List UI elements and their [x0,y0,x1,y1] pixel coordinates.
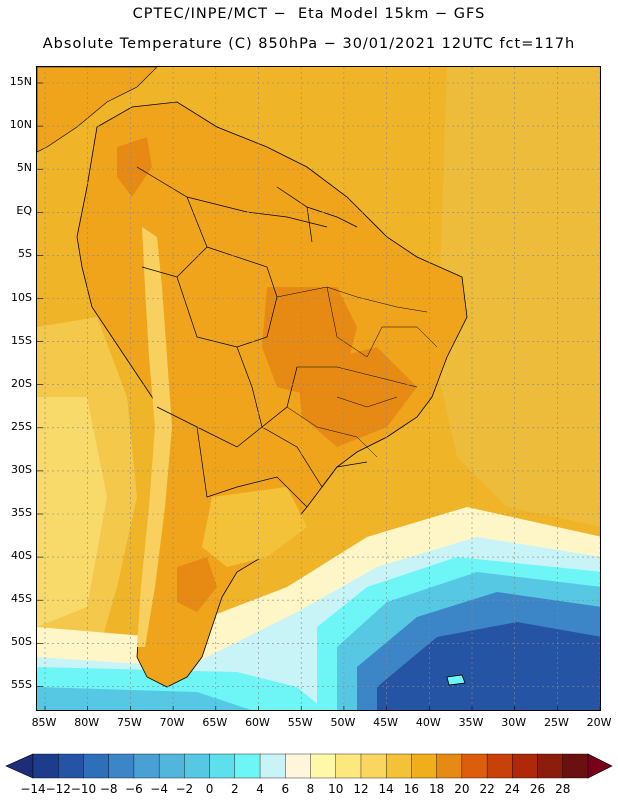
lat-tick-label: 15N [9,75,32,88]
colorbar-tick-label: 26 [529,782,546,796]
hot-region-venezuela [117,137,152,197]
lon-tick-label: 55W [287,716,313,729]
colorbar-swatch [385,753,412,779]
lon-tick-label: 25W [543,716,569,729]
lat-tick-label: 50S [11,635,32,649]
lon-tick-label: 80W [74,716,100,729]
colorbar-tick-label: −8 [99,782,118,796]
colorbar-tick-label: −6 [125,782,143,796]
colorbar-over-arrow [587,753,613,779]
colorbar-tick-label: 4 [256,782,264,796]
colorbar-tick-label: 22 [479,782,495,796]
colorbar-tick-label: 0 [205,782,214,796]
lat-tick-label: 45S [11,592,32,606]
colorbar-swatch [83,753,110,779]
lon-tick-label: 70W [159,716,185,729]
colorbar-tick-label: 6 [281,782,290,796]
south-america-landmass [76,101,468,688]
colorbar-tick-label: 16 [403,782,420,796]
colorbar-tick-label: 24 [504,782,520,796]
colorbar-tick-label: −2 [175,782,194,796]
lat-tick-label: 40S [11,549,32,563]
map-canvas [37,67,600,710]
lat-tick-label: 35S [11,506,32,519]
lon-tick-label: 75W [116,716,142,729]
lat-tick-label: EQ [16,204,32,218]
lon-tick-label: 60W [245,716,270,729]
lon-tick-label: 35W [458,716,484,729]
lon-tick-label: 45W [373,716,399,729]
southern-cone-region [202,487,307,567]
colorbar-swatch [259,753,286,779]
colorbar-tick-label: −14 [20,782,46,796]
colorbar-tick-label: 2 [230,782,239,796]
lat-tick-label: 10S [11,290,32,304]
colorbar-tick-label: −4 [150,782,168,796]
colorbar-swatch [562,753,589,779]
lon-tick-label: 30W [501,716,527,729]
colorbar-swatch [234,753,261,779]
hot-region-southeast-brazil [297,347,417,447]
chart-title-line-2: Absolute Temperature (C) 850hPa − 30/01/… [42,36,576,52]
colorbar-swatch [436,753,463,779]
colorbar-swatch [486,753,513,779]
colorbar-swatch [537,753,564,779]
graticule [37,67,600,710]
lon-tick-label: 65W [202,716,228,729]
colorbar-tick-label: −10 [70,782,97,796]
andes-cooler-strip [137,227,172,647]
lon-tick-label: 20W [586,716,612,729]
color-scale-bar [5,753,613,779]
atlantic-warm-region [437,67,600,527]
colorbar-swatch [108,753,135,779]
lon-tick-label: 85W [31,716,57,729]
pacific-cool-band [37,397,107,627]
lat-tick-label: 25S [11,419,32,433]
lat-tick-label: 30S [11,462,32,476]
lon-tick-label: 50W [330,716,356,729]
temperature-map [36,66,601,711]
colorbar-swatch [32,753,59,779]
lat-tick-label: 55S [11,678,32,692]
colorbar-swatch [209,753,236,779]
colorbar-swatch [512,753,539,779]
colorbar-tick-label: 12 [353,782,369,796]
lat-tick-label: 5S [18,247,32,261]
colorbar-tick-label: 18 [428,782,445,796]
lat-tick-label: 15S [11,333,32,347]
colorbar-tick-label: 14 [378,782,394,796]
lat-tick-label: 10N [9,118,32,132]
colorbar-swatch [461,753,488,779]
central-america [37,67,158,153]
colorbar-tick-label: 8 [306,782,315,796]
colorbar-swatch [285,753,312,779]
country-borders [136,166,368,508]
drake-colder-zone [37,687,251,710]
colorbar-swatch [360,753,387,779]
lon-tick-label: 40W [415,716,441,729]
colorbar-swatch [158,753,185,779]
cold-zone-minus-10c [377,622,600,710]
patagonia-warm-pocket [177,557,217,612]
colorbar-swatch [58,753,84,779]
colorbar-tick-label: 20 [454,782,470,796]
colorbar-swatch [411,753,438,779]
colorbar-under-arrow [5,753,34,779]
colorbar-swatch [335,753,362,779]
colorbar-tick-label: 10 [328,782,344,796]
colorbar-swatch [184,753,211,779]
lat-tick-label: 20S [11,376,32,390]
colorbar-tick-label: 28 [555,782,571,796]
falkland-islands [446,674,466,686]
colorbar-tick-label: −12 [45,782,71,796]
chart-title-line-1: CPTEC/INPE/MCT − Eta Model 15km − GFS [132,6,486,22]
state-borders [276,286,438,458]
colorbar-swatch [310,753,337,779]
lat-tick-label: 5N [16,161,32,175]
colorbar-swatch [133,753,160,779]
